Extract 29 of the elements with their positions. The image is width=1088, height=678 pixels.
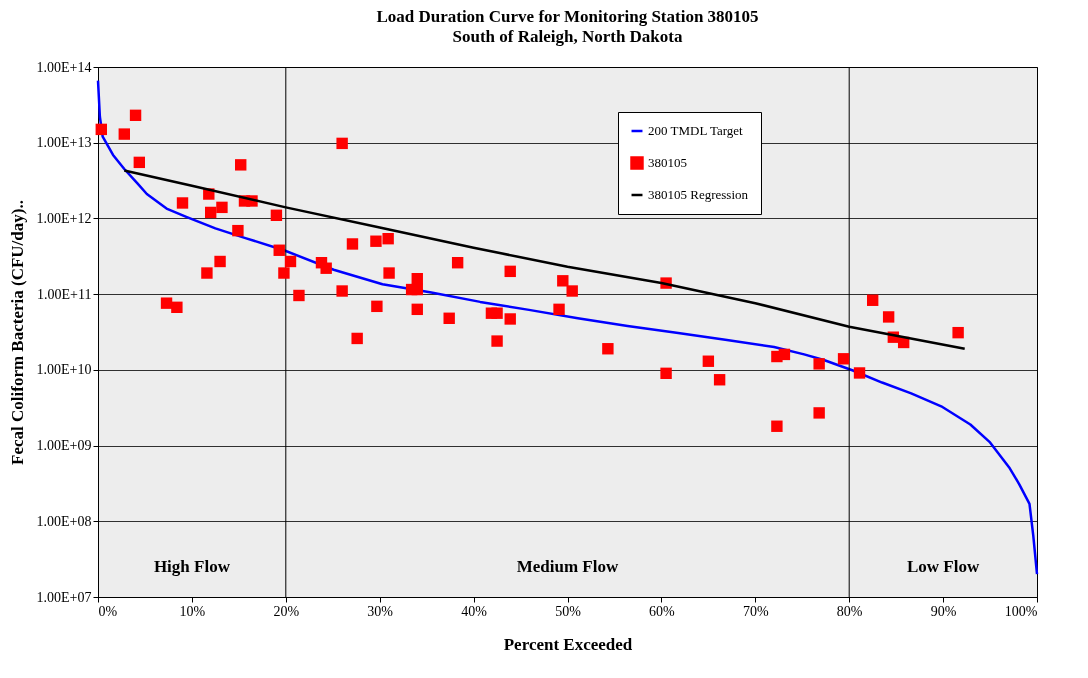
chart-title: Load Duration Curve for Monitoring Station 380105: [376, 7, 759, 26]
x-tick-label: 20%: [273, 603, 300, 619]
legend-label: 200 TMDL Target: [648, 123, 744, 138]
y-tick-label: 1.00E+09: [36, 438, 92, 454]
y-tick-label: 1.00E+13: [36, 135, 92, 151]
x-axis-title: Percent Exceeded: [503, 634, 633, 654]
annotation: High Flow: [153, 557, 231, 576]
x-tick-label: 50%: [555, 603, 582, 619]
y-tick-label: 1.00E+11: [37, 286, 92, 302]
y-tick-label: 1.00E+08: [36, 513, 92, 529]
y-tick-label: 1.00E+14: [36, 59, 92, 75]
x-tick-label: 10%: [179, 603, 206, 619]
x-tick-label: 40%: [461, 603, 488, 619]
y-tick-label: 1.00E+10: [36, 362, 92, 378]
y-tick-label: 1.00E+12: [36, 210, 92, 226]
legend-label: 380105 Regression: [648, 187, 749, 202]
x-tick-label: 30%: [367, 603, 394, 619]
y-tick-label: 1.00E+07: [36, 589, 92, 605]
legend-label: 380105: [648, 155, 687, 170]
x-tick-label: 100%: [1004, 603, 1038, 619]
x-tick-label: 0%: [98, 603, 118, 619]
x-tick-label: 80%: [836, 603, 863, 619]
x-tick-label: 90%: [930, 603, 957, 619]
x-tick-label: 60%: [649, 603, 676, 619]
chart-subtitle: South of Raleigh, North Dakota: [452, 27, 683, 46]
annotation: Medium Flow: [516, 557, 619, 576]
annotation: Low Flow: [906, 557, 980, 576]
y-axis-title: Fecal Coliform Bacteria (CFU/day)..: [7, 200, 27, 465]
x-tick-label: 70%: [742, 603, 769, 619]
